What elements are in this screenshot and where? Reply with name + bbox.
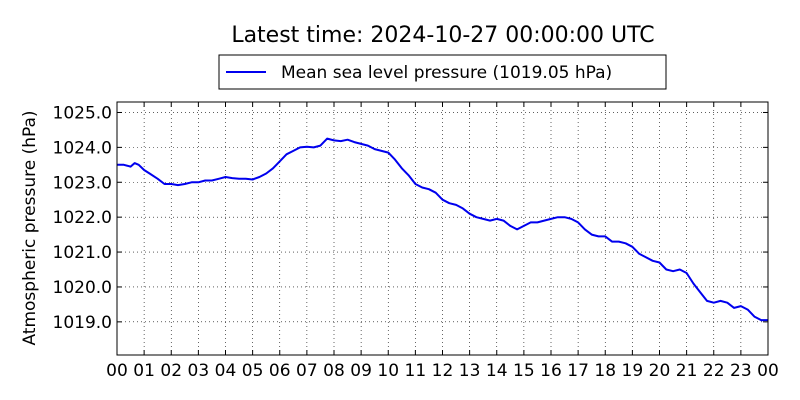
x-tick-label: 15 [513, 361, 535, 381]
legend: Mean sea level pressure (1019.05 hPa) [218, 54, 667, 90]
x-axis: 00 01 02 03 04 05 06 07 08 09 10 11 12 13 14 15 16 17 18 19… [106, 102, 779, 381]
x-tick-label: 06 [269, 361, 291, 381]
x-tick-label: 13 [459, 361, 481, 381]
chart-title: Latest time: 2024-10-27 00:00:00 UTC [231, 23, 654, 48]
x-tick-label: 08 [323, 361, 345, 381]
y-tick-label: 1024.0 [53, 138, 112, 158]
x-tick-label: 12 [432, 361, 454, 381]
grid [116, 102, 769, 355]
y-axis-label: Atmospheric pressure (hPa) [20, 110, 40, 345]
legend-box [218, 54, 667, 90]
x-tick-label: 19 [622, 361, 644, 381]
x-tick-label: 02 [160, 361, 182, 381]
y-tick-label: 1020.0 [53, 278, 112, 298]
x-tick-label: 16 [540, 361, 562, 381]
x-tick-label: 05 [242, 361, 264, 381]
x-tick-label: 00 [757, 361, 779, 381]
x-tick-label: 04 [215, 361, 237, 381]
x-tick-label: 22 [703, 361, 725, 381]
x-tick-label: 14 [486, 361, 508, 381]
y-tick-label: 1021.0 [53, 243, 112, 263]
x-tick-label: 00 [106, 361, 128, 381]
x-tick-label: 18 [594, 361, 616, 381]
x-tick-label: 20 [649, 361, 671, 381]
x-tick-label: 10 [377, 361, 399, 381]
x-tick-label: 01 [133, 361, 155, 381]
y-tick-label: 1023.0 [53, 173, 112, 193]
y-tick-label: 1022.0 [53, 208, 112, 228]
x-tick-label: 07 [296, 361, 318, 381]
y-tick-label: 1019.0 [53, 313, 112, 333]
x-tick-label: 23 [730, 361, 752, 381]
plot-area-frame [116, 101, 769, 356]
y-axis: 1019.0 1020.0 1021.0 1022.0 1023.0 1024.0 1025… [53, 103, 768, 333]
x-tick-label: 03 [188, 361, 210, 381]
x-tick-label: 17 [567, 361, 589, 381]
legend-label: Mean sea level pressure (1019.05 hPa) [281, 63, 612, 83]
x-tick-label: 21 [676, 361, 698, 381]
series-line-mean-sea-level-pressure [117, 137, 768, 322]
x-tick-label: 11 [405, 361, 427, 381]
y-tick-label: 1025.0 [53, 103, 112, 123]
x-tick-label: 09 [350, 361, 372, 381]
